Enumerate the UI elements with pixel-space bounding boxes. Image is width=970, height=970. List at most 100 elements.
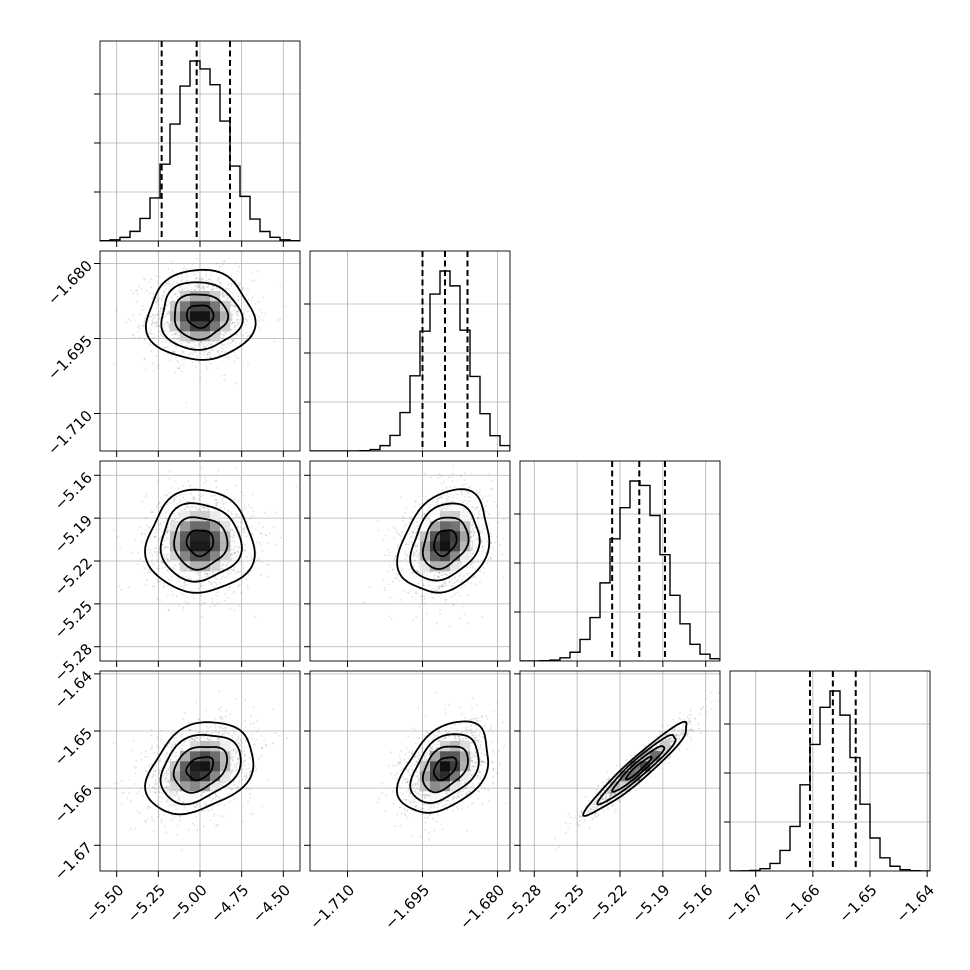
scatter-point: [165, 511, 167, 514]
scatter-point: [212, 571, 214, 574]
scatter-point: [193, 496, 195, 499]
scatter-point: [259, 329, 261, 332]
scatter-point: [408, 521, 411, 524]
contours: [396, 488, 491, 594]
scatter-point: [473, 549, 476, 552]
scatter-point: [259, 532, 262, 534]
scatter-point: [236, 333, 239, 336]
scatter-point: [239, 477, 242, 480]
scatter-point: [184, 806, 186, 809]
scatter-point: [392, 568, 394, 570]
scatter-point: [463, 613, 466, 615]
scatter-point: [214, 581, 217, 584]
scatter-point: [183, 288, 186, 291]
scatter-point: [230, 548, 233, 551]
scatter-point: [261, 805, 264, 808]
scatter-point: [495, 505, 498, 508]
scatter-point: [479, 494, 481, 496]
scatter-point: [467, 495, 470, 498]
scatter-point: [193, 737, 196, 740]
scatter-point: [461, 605, 464, 608]
scatter-point: [145, 289, 148, 292]
scatter-point: [389, 596, 392, 599]
scatter-point: [152, 563, 155, 565]
scatter-point: [120, 803, 123, 806]
scatter-point: [470, 531, 473, 534]
scatter-point: [222, 295, 225, 298]
scatter-point: [402, 519, 404, 522]
scatter-point: [462, 575, 465, 577]
scatter-point: [441, 489, 444, 491]
scatter-point: [202, 584, 205, 587]
density-cell: [440, 521, 451, 532]
scatter-point: [215, 504, 218, 507]
scatter-point: [184, 580, 187, 583]
scatter-point: [202, 343, 205, 345]
scatter-point: [220, 332, 223, 335]
scatter-point: [137, 551, 139, 554]
scatter-point: [164, 754, 167, 757]
scatter-point: [171, 519, 173, 522]
contour-line: [173, 516, 229, 571]
scatter-point: [220, 783, 223, 786]
scatter-point: [453, 582, 455, 584]
scatter-point: [196, 803, 199, 805]
scatter-point: [410, 572, 412, 575]
scatter-point: [423, 584, 425, 587]
scatter-point: [229, 500, 232, 503]
scatter-point: [207, 281, 210, 283]
scatter-point: [147, 548, 150, 550]
scatter-point: [470, 582, 473, 585]
scatter-point: [199, 583, 202, 586]
scatter-point: [205, 730, 208, 733]
scatter-point: [232, 536, 235, 539]
scatter-point: [172, 299, 174, 301]
scatter-point: [232, 548, 235, 551]
scatter-point: [237, 282, 239, 284]
scatter-point: [451, 595, 454, 598]
scatter-point: [481, 497, 484, 499]
scatter-panel-1-2: −1.710−1.695−1.680: [44, 250, 301, 459]
scatter-point: [255, 769, 257, 772]
scatter-point: [441, 585, 444, 587]
scatter-point: [472, 535, 475, 537]
scatter-point: [233, 498, 236, 501]
scatter-point: [244, 775, 247, 777]
grid-lines: [100, 251, 300, 451]
scatter-point: [233, 568, 236, 571]
scatter-point: [164, 315, 167, 318]
density-cell: [190, 531, 201, 542]
scatter-point: [195, 730, 198, 732]
scatter-point: [180, 364, 182, 367]
scatter-point: [131, 293, 134, 295]
scatter-point: [392, 526, 395, 529]
scatter-point: [158, 803, 161, 806]
scatter-point: [234, 342, 237, 344]
scatter-point: [164, 546, 167, 548]
scatter-point: [185, 268, 188, 270]
scatter-point: [196, 287, 199, 289]
scatter-point: [160, 307, 163, 310]
scatter-point: [411, 532, 414, 534]
scatter-point: [162, 544, 165, 546]
density-cell: [430, 511, 441, 522]
scatter-point: [167, 786, 170, 789]
scatter-point: [247, 535, 250, 537]
scatter-point: [244, 549, 247, 552]
scatter-point: [146, 756, 148, 758]
scatter-point: [477, 512, 480, 515]
density-cell: [200, 331, 211, 342]
scatter-point: [233, 305, 236, 308]
scatter-point: [467, 594, 470, 596]
scatter-point: [178, 331, 181, 334]
scatter-point: [231, 339, 234, 341]
scatter-point: [187, 721, 190, 724]
scatter-point: [398, 579, 400, 582]
scatter-point: [470, 518, 473, 520]
y-tick-label: −5.22: [51, 554, 96, 599]
scatter-point: [408, 551, 411, 554]
scatter-point: [424, 472, 426, 475]
scatter-point: [113, 529, 116, 532]
scatter-point: [154, 535, 156, 538]
